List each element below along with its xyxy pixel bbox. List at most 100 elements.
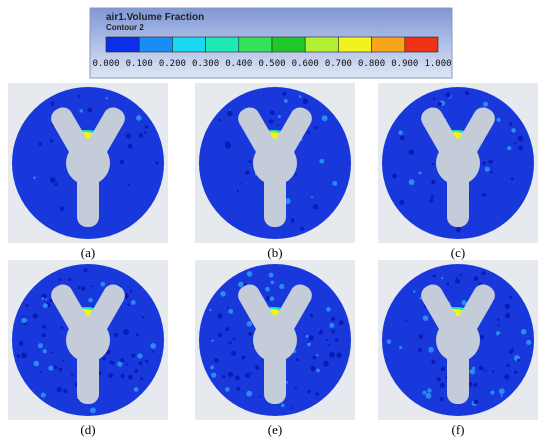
air-spot <box>323 360 329 367</box>
legend-subtitle: Contour 2 <box>106 23 144 32</box>
tick-label: 0.100 <box>126 59 153 69</box>
air-spot <box>258 395 262 398</box>
air-spot <box>211 372 217 378</box>
air-spot <box>108 373 114 378</box>
air-spot <box>228 341 232 345</box>
air-spot <box>125 133 132 139</box>
air-spot <box>214 358 219 363</box>
hub <box>66 141 110 185</box>
air-spot <box>225 327 230 332</box>
air-spot <box>418 334 424 339</box>
contour-panel: (f) <box>378 260 538 437</box>
air-spot <box>281 403 285 408</box>
air-spot <box>209 308 212 312</box>
air-spot <box>126 363 129 366</box>
contour-panel: (e) <box>195 260 355 437</box>
air-spot <box>446 282 450 286</box>
air-spot <box>45 298 48 301</box>
air-spot <box>496 117 501 122</box>
color-segment <box>138 36 173 53</box>
air-spot <box>131 353 136 358</box>
air-spot <box>80 286 86 291</box>
air-spot <box>399 199 405 206</box>
air-spot <box>218 118 222 122</box>
air-spot <box>138 361 143 366</box>
air-spot <box>319 329 324 334</box>
air-spot <box>331 316 336 322</box>
air-spot <box>484 369 487 372</box>
air-spot <box>62 359 65 362</box>
tick-label: 0.800 <box>358 59 385 69</box>
hub <box>436 141 480 185</box>
air-spot <box>429 198 434 203</box>
air-spot <box>508 349 514 354</box>
air-spot <box>440 366 446 372</box>
air-spot <box>307 390 311 394</box>
air-spot <box>526 339 532 346</box>
air-spot <box>239 182 242 185</box>
air-spot <box>327 343 330 346</box>
air-spot <box>392 173 398 179</box>
air-spot <box>431 179 436 185</box>
air-spot <box>68 277 72 282</box>
air-spot <box>225 387 230 392</box>
air-spot <box>41 333 46 338</box>
air-spot <box>484 166 490 172</box>
air-spot <box>246 321 253 327</box>
tick-label: 0.200 <box>159 59 186 69</box>
tick-label: 0.000 <box>92 59 119 69</box>
air-spot <box>312 355 317 360</box>
air-spot <box>234 375 241 381</box>
air-spot <box>231 350 237 356</box>
air-spot <box>143 131 147 134</box>
panel-label: (f) <box>452 422 465 437</box>
air-spot <box>21 317 28 324</box>
air-spot <box>42 324 47 329</box>
air-spot <box>331 329 336 334</box>
contour-panel: (a) <box>8 83 168 260</box>
air-spot <box>455 227 462 233</box>
air-spot <box>251 344 255 348</box>
air-spot <box>268 272 274 278</box>
air-spot <box>291 218 294 221</box>
air-spot <box>431 359 436 364</box>
air-spot <box>155 161 159 165</box>
air-spot <box>136 115 142 121</box>
air-spot <box>498 388 505 395</box>
air-spot <box>144 125 149 129</box>
air-spot <box>332 180 338 186</box>
air-spot <box>38 142 43 146</box>
air-spot <box>246 271 253 277</box>
air-spot <box>40 392 46 398</box>
hub <box>436 318 480 362</box>
air-spot <box>268 119 274 124</box>
air-spot <box>475 278 478 281</box>
air-spot <box>283 99 288 103</box>
air-spot <box>58 367 63 372</box>
color-segment <box>238 36 273 53</box>
color-segment <box>404 36 439 53</box>
air-spot <box>488 159 493 164</box>
panel-label: (a) <box>81 245 95 260</box>
air-spot <box>504 303 511 310</box>
air-spot <box>478 365 484 371</box>
air-spot <box>408 149 415 156</box>
panels: (a) (b) (c) (d) (e) (f) <box>8 83 538 437</box>
air-spot <box>145 359 149 364</box>
air-spot <box>481 270 486 276</box>
air-spot <box>142 316 145 319</box>
air-spot <box>70 374 74 377</box>
air-spot <box>419 297 422 300</box>
air-spot <box>102 356 107 361</box>
hub <box>253 141 297 185</box>
air-spot <box>284 198 291 205</box>
air-spot <box>445 92 451 98</box>
color-segment <box>271 36 306 53</box>
air-spot <box>123 329 129 336</box>
air-spot <box>39 371 43 374</box>
air-spot <box>508 295 513 299</box>
air-spot <box>491 370 495 373</box>
air-spot <box>425 392 432 399</box>
air-spot <box>522 329 525 333</box>
air-spot <box>54 182 58 187</box>
